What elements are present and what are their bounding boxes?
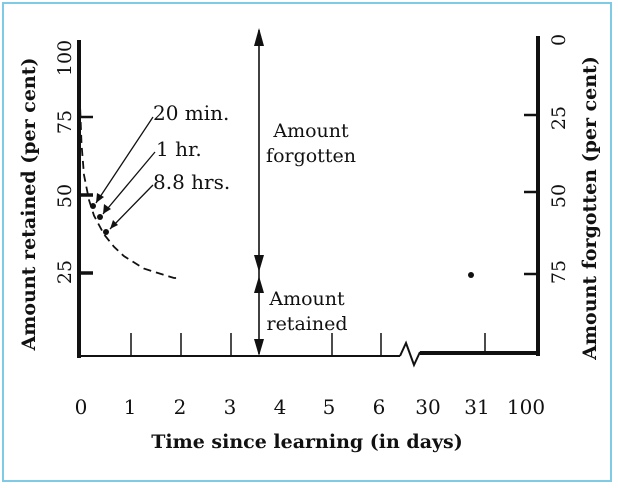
axis-break-mark bbox=[399, 340, 421, 368]
chart-frame bbox=[2, 2, 612, 482]
x-tick-label-0: 0 bbox=[75, 395, 88, 419]
x-tick-label-3: 3 bbox=[224, 395, 237, 419]
series-line bbox=[78, 43, 179, 279]
label-1-hr: 1 hr. bbox=[156, 137, 202, 161]
curve-marker-8-8-hrs bbox=[103, 229, 109, 235]
x-tick-label-5: 5 bbox=[323, 395, 336, 419]
forgotten-arrowhead-bottom bbox=[254, 255, 264, 272]
y-axis-title-right: Amount forgotten (per cent) bbox=[579, 56, 601, 361]
day-31-marker bbox=[468, 272, 474, 278]
label-20-min: 20 min. bbox=[153, 101, 229, 125]
forgotten-arrowhead-top bbox=[254, 28, 264, 46]
left-tick-label-50: 50 bbox=[54, 184, 76, 208]
left-tick-label-100: 100 bbox=[54, 40, 76, 76]
retained-arrowhead-top bbox=[254, 276, 264, 293]
amount-forgotten-label-line1: Amount bbox=[272, 120, 349, 142]
retained-arrowhead-bottom bbox=[254, 339, 264, 356]
curve-marker-20-min bbox=[90, 203, 96, 209]
leader-8-8-hrs-arrowhead bbox=[110, 220, 118, 229]
amount-retained-label-line2: retained bbox=[266, 313, 347, 335]
right-tick-label-50: 50 bbox=[548, 184, 570, 208]
y-axis-title-left: Amount retained (per cent) bbox=[18, 58, 40, 352]
x-tick-label-4: 4 bbox=[274, 395, 287, 419]
amount-retained-label-line1: Amount bbox=[268, 288, 345, 310]
x-tick-label-2: 2 bbox=[174, 395, 187, 419]
leader-8-8-hrs bbox=[109, 184, 154, 230]
right-tick-label-25: 25 bbox=[548, 106, 570, 130]
right-tick-label-0: 0 bbox=[548, 34, 570, 46]
x-axis-title: Time since learning (in days) bbox=[151, 431, 463, 453]
leader-1-hr bbox=[102, 151, 156, 215]
left-tick-label-75: 75 bbox=[54, 110, 76, 134]
amount-forgotten-label-line2: forgotten bbox=[266, 145, 356, 167]
leader-20-min-arrowhead bbox=[96, 193, 104, 203]
x-tick-label-100: 100 bbox=[507, 395, 545, 419]
curve-marker-1-hr bbox=[97, 214, 103, 220]
x-tick-label-6: 6 bbox=[373, 395, 386, 419]
x-tick-label-1: 1 bbox=[124, 395, 137, 419]
left-tick-label-25: 25 bbox=[54, 260, 76, 284]
leader-1-hr-arrowhead bbox=[103, 204, 111, 214]
leader-20-min bbox=[95, 116, 154, 204]
label-8-8-hrs: 8.8 hrs. bbox=[153, 170, 230, 194]
x-tick-label-31: 31 bbox=[464, 395, 489, 419]
right-tick-label-75: 75 bbox=[548, 260, 570, 284]
x-tick-label-30: 30 bbox=[415, 395, 440, 419]
